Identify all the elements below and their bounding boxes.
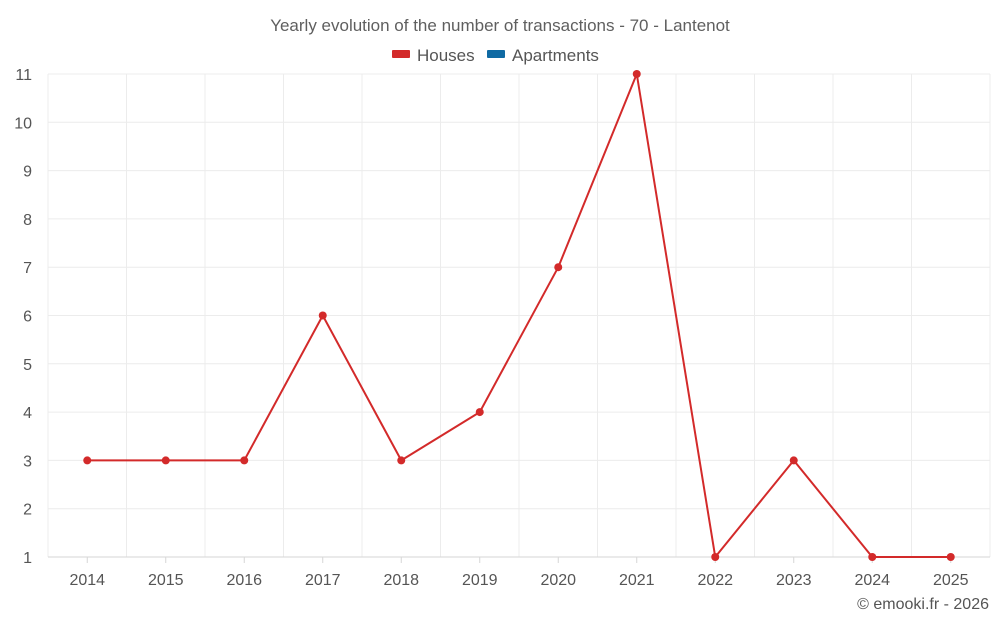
x-tick-label: 2020 xyxy=(540,572,576,589)
data-point-houses[interactable] xyxy=(554,263,563,272)
data-point-houses[interactable] xyxy=(711,553,720,561)
legend-item-houses[interactable]: Houses xyxy=(392,46,475,65)
legend-swatch-apartments xyxy=(487,50,505,58)
legend: Houses Apartments xyxy=(392,46,599,65)
data-point-houses[interactable] xyxy=(475,408,484,417)
data-point-houses[interactable] xyxy=(240,456,249,465)
credit-text: © emooki.fr - 2026 xyxy=(857,596,989,613)
y-tick-label: 6 xyxy=(23,309,32,326)
data-point-houses[interactable] xyxy=(946,553,955,561)
y-tick-label: 11 xyxy=(15,67,32,84)
x-tick-label: 2025 xyxy=(933,572,969,589)
data-point-houses[interactable] xyxy=(868,553,877,561)
grid xyxy=(47,73,991,558)
x-tick-label: 2024 xyxy=(854,572,890,589)
data-point-houses[interactable] xyxy=(161,456,170,465)
x-tick-label: 2021 xyxy=(619,572,655,589)
x-tick-label: 2018 xyxy=(383,572,419,589)
y-tick-label: 2 xyxy=(23,502,32,519)
x-tick-label: 2017 xyxy=(305,572,341,589)
chart-title: Yearly evolution of the number of transa… xyxy=(270,16,730,35)
y-tick-label: 3 xyxy=(23,453,32,470)
x-tick-label: 2014 xyxy=(69,572,105,589)
legend-label-apartments: Apartments xyxy=(512,46,599,65)
data-point-houses[interactable] xyxy=(632,70,641,78)
data-point-houses[interactable] xyxy=(397,456,406,465)
y-tick-label: 4 xyxy=(23,405,32,422)
y-tick-label: 1 xyxy=(23,550,32,567)
y-tick-label: 5 xyxy=(23,357,32,374)
x-tick-label: 2019 xyxy=(462,572,498,589)
y-tick-label: 8 xyxy=(23,212,32,229)
y-tick-label: 10 xyxy=(14,115,32,132)
series-line-houses xyxy=(87,73,951,558)
data-point-houses[interactable] xyxy=(789,456,798,465)
data-point-houses[interactable] xyxy=(83,456,92,465)
x-tick-label: 2023 xyxy=(776,572,812,589)
y-axis: 1 2 3 4 5 6 7 8 9 10 11 xyxy=(14,67,32,567)
x-tick-label: 2016 xyxy=(226,572,262,589)
series-layer xyxy=(83,70,955,561)
x-tick-label: 2015 xyxy=(148,572,184,589)
legend-label-houses: Houses xyxy=(417,46,475,65)
y-tick-label: 9 xyxy=(23,164,32,181)
x-axis: 2014 2015 2016 2017 2018 2019 2020 2021 2022 2023… xyxy=(48,556,990,589)
data-point-houses[interactable] xyxy=(318,311,327,320)
legend-item-apartments[interactable]: Apartments xyxy=(487,46,599,65)
legend-swatch-houses xyxy=(392,50,410,58)
x-tick-label: 2022 xyxy=(697,572,733,589)
y-tick-label: 7 xyxy=(23,260,32,277)
